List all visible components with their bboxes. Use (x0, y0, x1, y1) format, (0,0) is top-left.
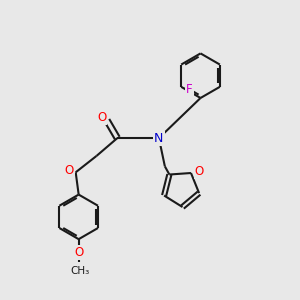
Text: O: O (97, 111, 106, 124)
Text: CH₃: CH₃ (70, 266, 89, 276)
Text: O: O (195, 165, 204, 178)
Text: N: N (154, 132, 164, 145)
Text: O: O (74, 246, 83, 259)
Text: O: O (64, 164, 74, 177)
Text: F: F (186, 83, 193, 96)
